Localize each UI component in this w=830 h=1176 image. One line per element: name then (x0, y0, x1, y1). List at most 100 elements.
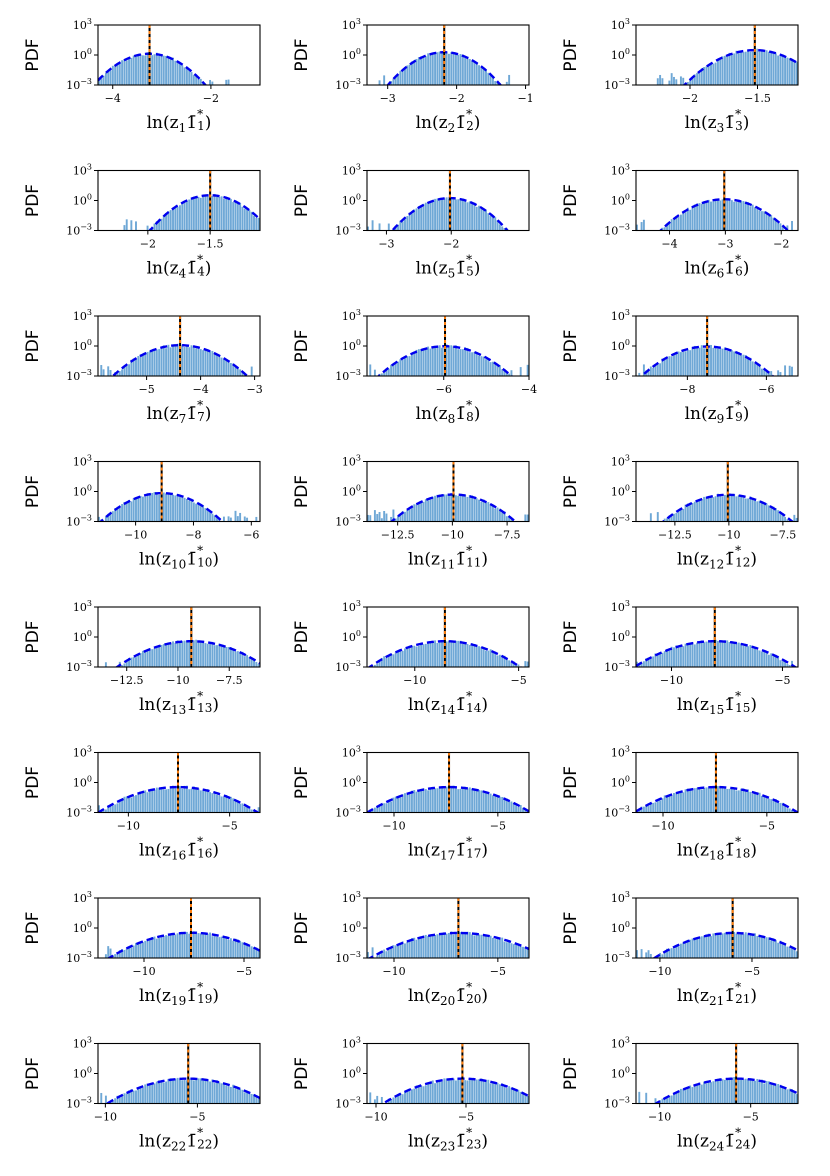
hist-bar (485, 69, 487, 85)
hist-bar (111, 1101, 114, 1104)
hist-bar (452, 53, 455, 85)
hist-bar (689, 939, 692, 958)
hist-bar (710, 936, 712, 958)
hist-bar (471, 495, 474, 522)
hist-bar (202, 1080, 205, 1104)
hist-bar (417, 206, 420, 231)
hist-bar (679, 791, 682, 813)
hist-bar (387, 223, 390, 231)
hist-bar (399, 220, 402, 231)
hist-bar (779, 54, 782, 85)
hist-bar (744, 201, 747, 231)
hist-bar (410, 61, 413, 85)
hist-bar (714, 496, 717, 522)
ytick-label: 100 (611, 629, 630, 644)
hist-bar (691, 78, 694, 85)
hist-bar (179, 205, 181, 231)
xtick-label: −5 (774, 674, 790, 687)
ytick-label: 10−3 (66, 368, 92, 383)
hist-bar (438, 494, 441, 522)
hist-bar (165, 935, 168, 958)
xlabel: ln(z111̄* 11) (408, 544, 488, 572)
hist-bar (712, 933, 715, 958)
hist-bar (172, 785, 174, 813)
hist-bar (735, 933, 738, 958)
ytick-label: 103 (611, 454, 630, 469)
hist-bar (723, 347, 726, 376)
hist-bar (399, 359, 402, 376)
hist-bar (723, 788, 726, 813)
hist-bar (703, 67, 706, 85)
ylabel: PDF (292, 329, 312, 362)
hist-bar (406, 509, 409, 522)
fit-curve (389, 493, 518, 522)
hist-bar (749, 933, 752, 958)
fit-curve (658, 198, 790, 231)
hist-bar (682, 792, 685, 813)
ytick-label: 103 (342, 454, 361, 469)
hist-bar (373, 369, 376, 376)
hist-bar (471, 202, 474, 231)
hist-bar (526, 661, 529, 667)
hist-bar (522, 1093, 524, 1104)
hist-bar (784, 943, 787, 958)
hist-bar (744, 1078, 747, 1104)
hist-bar (464, 786, 467, 813)
hist-bar (714, 62, 717, 85)
hist-bar (144, 496, 147, 522)
hist-bar (137, 54, 140, 85)
hist-bar (148, 1083, 151, 1104)
hist-bar (422, 935, 425, 958)
hist-bar (109, 804, 112, 813)
hist-bar (740, 355, 743, 376)
hist-bar (169, 643, 172, 667)
hist-bar (111, 511, 114, 522)
hist-bar (721, 348, 724, 376)
hist-bar (756, 649, 759, 667)
hist-bar (480, 790, 483, 813)
hist-bar (760, 211, 763, 231)
ytick-label: 103 (611, 1036, 630, 1051)
hist-bar (668, 80, 671, 85)
hist-bar (211, 513, 214, 522)
xtick-label: −3 (246, 383, 262, 396)
hist-bar (445, 786, 448, 813)
hist-bar (394, 75, 397, 85)
hist-bar (394, 1096, 397, 1104)
hist-bar (151, 790, 154, 813)
hist-bar (165, 213, 168, 231)
hist-bar (503, 941, 506, 958)
hist-bar (225, 937, 228, 958)
xtick-label: −6 (243, 529, 259, 542)
hist-bar (475, 1079, 478, 1104)
hist-bar (153, 492, 156, 522)
hist-bar (505, 798, 508, 813)
hist-bar (376, 955, 379, 958)
hist-bar (98, 78, 100, 85)
hist-bar (661, 652, 664, 667)
hist-bar (408, 212, 411, 231)
hist-bar (176, 343, 179, 376)
hist-bar (188, 199, 191, 231)
hist-bar (160, 1082, 163, 1104)
ytick-label: 100 (73, 920, 92, 935)
hist-bar (454, 1080, 457, 1104)
hist-bar (712, 347, 715, 376)
hist-bar (220, 646, 223, 667)
hist-bar (255, 217, 258, 231)
hist-bar (429, 54, 432, 85)
hist-bar (707, 641, 710, 667)
hist-bar (459, 495, 462, 522)
hist-bar (466, 56, 469, 85)
hist-bar (441, 786, 443, 813)
hist-bar (693, 345, 696, 376)
hist-bar (482, 499, 485, 522)
hist-bar (480, 1078, 483, 1104)
hist-bar (158, 937, 161, 958)
hist-bar (705, 497, 708, 522)
hist-bar (390, 653, 393, 667)
ylabel: PDF (23, 1057, 43, 1090)
hist-bar (415, 58, 418, 85)
